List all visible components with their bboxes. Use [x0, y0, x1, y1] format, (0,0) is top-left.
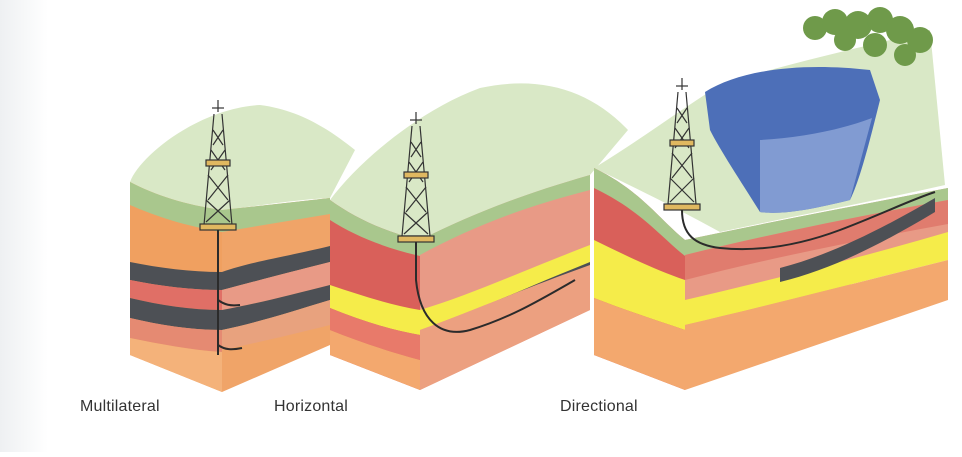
yellow-right-3: [685, 232, 948, 325]
directional-block: [594, 7, 948, 390]
derrick-3: [663, 78, 701, 211]
wellbore-3: [681, 191, 936, 251]
derrick-1: [199, 100, 237, 231]
pink-right: [222, 262, 330, 310]
soil-front: [130, 182, 222, 232]
shale-right-2: [222, 285, 330, 330]
wellbore-2: [415, 242, 576, 333]
soil-right-2: [420, 175, 590, 255]
label-horizontal: Horizontal: [274, 398, 349, 415]
lake-cutaway: [760, 118, 872, 213]
pink-front: [130, 280, 222, 310]
soil-front-3: [594, 168, 685, 256]
surface-top-2: [330, 83, 628, 240]
soil-right: [222, 198, 330, 232]
orange-front-3: [594, 298, 685, 390]
label-multilateral: Multilateral: [80, 398, 160, 415]
bottom-front: [130, 338, 222, 392]
yellow-right-2: [420, 245, 590, 330]
horizontal-block: [330, 83, 628, 390]
pink-front-2b: [330, 308, 420, 360]
shale-right-1: [222, 246, 330, 290]
derrick-2: [397, 112, 435, 243]
pink-front-2: [130, 318, 222, 352]
yellow-front-2: [330, 285, 420, 335]
label-directional: Directional: [560, 398, 638, 415]
trees: [803, 7, 933, 66]
shale-front-2: [130, 298, 222, 330]
shale-right-3: [780, 198, 935, 282]
orange-right-3: [685, 260, 948, 390]
multilateral-block: [130, 100, 355, 392]
shale-front-1: [130, 262, 222, 290]
soil-right-3: [685, 188, 948, 255]
surface-top: [130, 105, 355, 210]
wellbore-1: [217, 230, 243, 355]
orange-front-2: [330, 330, 420, 390]
pink-right-2: [222, 300, 330, 350]
yellow-front-3: [594, 240, 685, 330]
pink-right-3: [685, 200, 948, 280]
